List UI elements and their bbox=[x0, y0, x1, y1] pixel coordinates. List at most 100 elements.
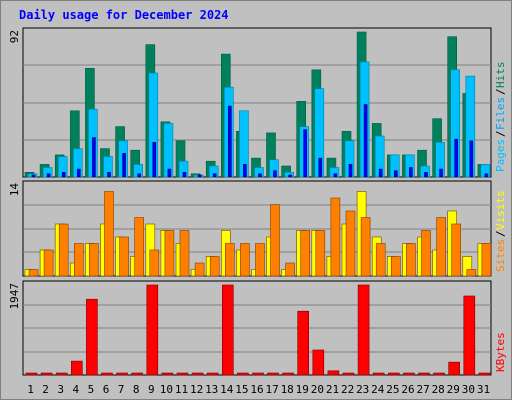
bar-pages-day-1 bbox=[31, 174, 36, 178]
bar-sites-day-20 bbox=[315, 230, 326, 277]
bar-pages-day-17 bbox=[273, 170, 277, 178]
x-tick-label: 27 bbox=[416, 383, 429, 396]
bar-pages-day-13 bbox=[212, 173, 217, 178]
series-label: / bbox=[494, 130, 507, 137]
x-tick-label: 28 bbox=[432, 383, 445, 396]
x-tick-label: 6 bbox=[103, 383, 110, 396]
bar-pages-day-24 bbox=[378, 168, 383, 178]
bar-pages-day-7 bbox=[122, 153, 126, 178]
bar-pages-day-2 bbox=[46, 173, 51, 178]
bar-sites-day-6 bbox=[104, 191, 114, 277]
bar-kbytes-day-12 bbox=[191, 372, 204, 376]
bar-sites-day-15 bbox=[240, 243, 250, 277]
series-label: KBytes bbox=[494, 332, 507, 372]
bar-pages-day-23 bbox=[363, 104, 368, 178]
bar-pages-day-29 bbox=[454, 138, 459, 178]
bar-kbytes-day-2 bbox=[40, 372, 53, 376]
bar-kbytes-day-8 bbox=[131, 372, 143, 376]
bar-pages-day-11 bbox=[182, 172, 187, 178]
bar-pages-day-12 bbox=[197, 174, 202, 178]
y-max-label: 14 bbox=[8, 183, 21, 197]
bar-sites-day-29 bbox=[451, 223, 462, 277]
x-tick-label: 26 bbox=[401, 383, 414, 396]
bar-sites-day-24 bbox=[375, 243, 386, 277]
bar-kbytes-day-18 bbox=[282, 372, 294, 376]
bar-sites-day-4 bbox=[74, 243, 84, 277]
bar-pages-day-21 bbox=[333, 173, 338, 178]
bar-pages-day-22 bbox=[348, 164, 353, 178]
series-label: Sites bbox=[494, 239, 507, 272]
x-tick-label: 29 bbox=[447, 383, 460, 396]
bar-kbytes-day-17 bbox=[267, 372, 279, 376]
bar-kbytes-day-5 bbox=[86, 298, 98, 376]
bar-pages-day-20 bbox=[318, 157, 323, 178]
y-max-label: 1947 bbox=[8, 283, 21, 310]
bar-pages-day-19 bbox=[303, 129, 308, 178]
bar-sites-day-11 bbox=[179, 230, 190, 277]
bar-sites-day-10 bbox=[164, 230, 175, 277]
bar-kbytes-day-30 bbox=[463, 295, 476, 376]
bar-kbytes-day-9 bbox=[146, 284, 159, 376]
bar-kbytes-day-29 bbox=[448, 361, 461, 376]
bar-kbytes-day-7 bbox=[116, 372, 128, 376]
bar-sites-day-1 bbox=[28, 269, 39, 277]
x-tick-label: 12 bbox=[190, 383, 203, 396]
bar-kbytes-day-24 bbox=[372, 372, 385, 376]
bar-pages-day-31 bbox=[484, 173, 489, 178]
bar-pages-day-3 bbox=[61, 172, 66, 178]
x-tick-label: 8 bbox=[133, 383, 140, 396]
bar-kbytes-day-11 bbox=[176, 372, 189, 376]
x-tick-label: 13 bbox=[205, 383, 218, 396]
series-label: / bbox=[494, 88, 507, 95]
x-tick-label: 4 bbox=[72, 383, 79, 396]
bar-pages-day-25 bbox=[393, 170, 398, 178]
x-tick-label: 20 bbox=[311, 383, 324, 396]
bar-kbytes-day-1 bbox=[25, 372, 38, 376]
x-tick-label: 7 bbox=[118, 383, 125, 396]
x-tick-label: 14 bbox=[220, 383, 234, 396]
x-tick-label: 10 bbox=[160, 383, 173, 396]
x-tick-label: 15 bbox=[235, 383, 248, 396]
bar-pages-day-8 bbox=[137, 173, 141, 178]
bar-sites-day-3 bbox=[58, 223, 69, 277]
x-tick-label: 5 bbox=[88, 383, 95, 396]
series-label: / bbox=[494, 230, 507, 237]
bar-sites-day-23 bbox=[360, 217, 371, 277]
bar-kbytes-day-22 bbox=[342, 372, 355, 376]
x-tick-label: 16 bbox=[250, 383, 263, 396]
bar-sites-day-19 bbox=[300, 230, 311, 277]
bar-sites-day-13 bbox=[209, 256, 220, 277]
series-label: Files bbox=[494, 97, 507, 130]
bar-kbytes-day-20 bbox=[312, 349, 325, 376]
bar-kbytes-day-14 bbox=[222, 284, 234, 376]
bar-sites-day-14 bbox=[225, 243, 235, 277]
bar-pages-day-30 bbox=[469, 140, 474, 178]
bar-sites-day-7 bbox=[119, 236, 129, 277]
series-label: Visits bbox=[494, 190, 507, 230]
bar-pages-day-14 bbox=[228, 105, 232, 178]
bar-kbytes-day-13 bbox=[206, 372, 219, 376]
bar-sites-day-5 bbox=[89, 243, 99, 277]
bar-pages-day-16 bbox=[258, 173, 262, 178]
x-tick-label: 1 bbox=[27, 383, 34, 396]
bar-sites-day-21 bbox=[330, 197, 341, 277]
x-tick-label: 23 bbox=[356, 383, 369, 396]
x-tick-label: 18 bbox=[281, 383, 294, 396]
bar-sites-day-30 bbox=[466, 269, 477, 277]
bar-pages-day-4 bbox=[77, 168, 81, 178]
bar-sites-day-27 bbox=[421, 230, 431, 277]
bar-kbytes-day-28 bbox=[433, 372, 445, 376]
bar-kbytes-day-23 bbox=[357, 284, 370, 376]
bar-sites-day-28 bbox=[436, 217, 446, 277]
bar-pages-day-26 bbox=[409, 167, 413, 178]
bar-sites-day-2 bbox=[43, 249, 54, 277]
bar-kbytes-day-10 bbox=[161, 372, 174, 376]
bar-sites-day-18 bbox=[285, 262, 295, 277]
x-tick-label: 9 bbox=[148, 383, 155, 396]
bar-sites-day-16 bbox=[255, 243, 265, 277]
x-tick-label: 19 bbox=[296, 383, 309, 396]
bar-kbytes-day-26 bbox=[403, 372, 415, 376]
bar-kbytes-day-16 bbox=[252, 372, 264, 376]
bar-sites-day-9 bbox=[149, 249, 160, 277]
